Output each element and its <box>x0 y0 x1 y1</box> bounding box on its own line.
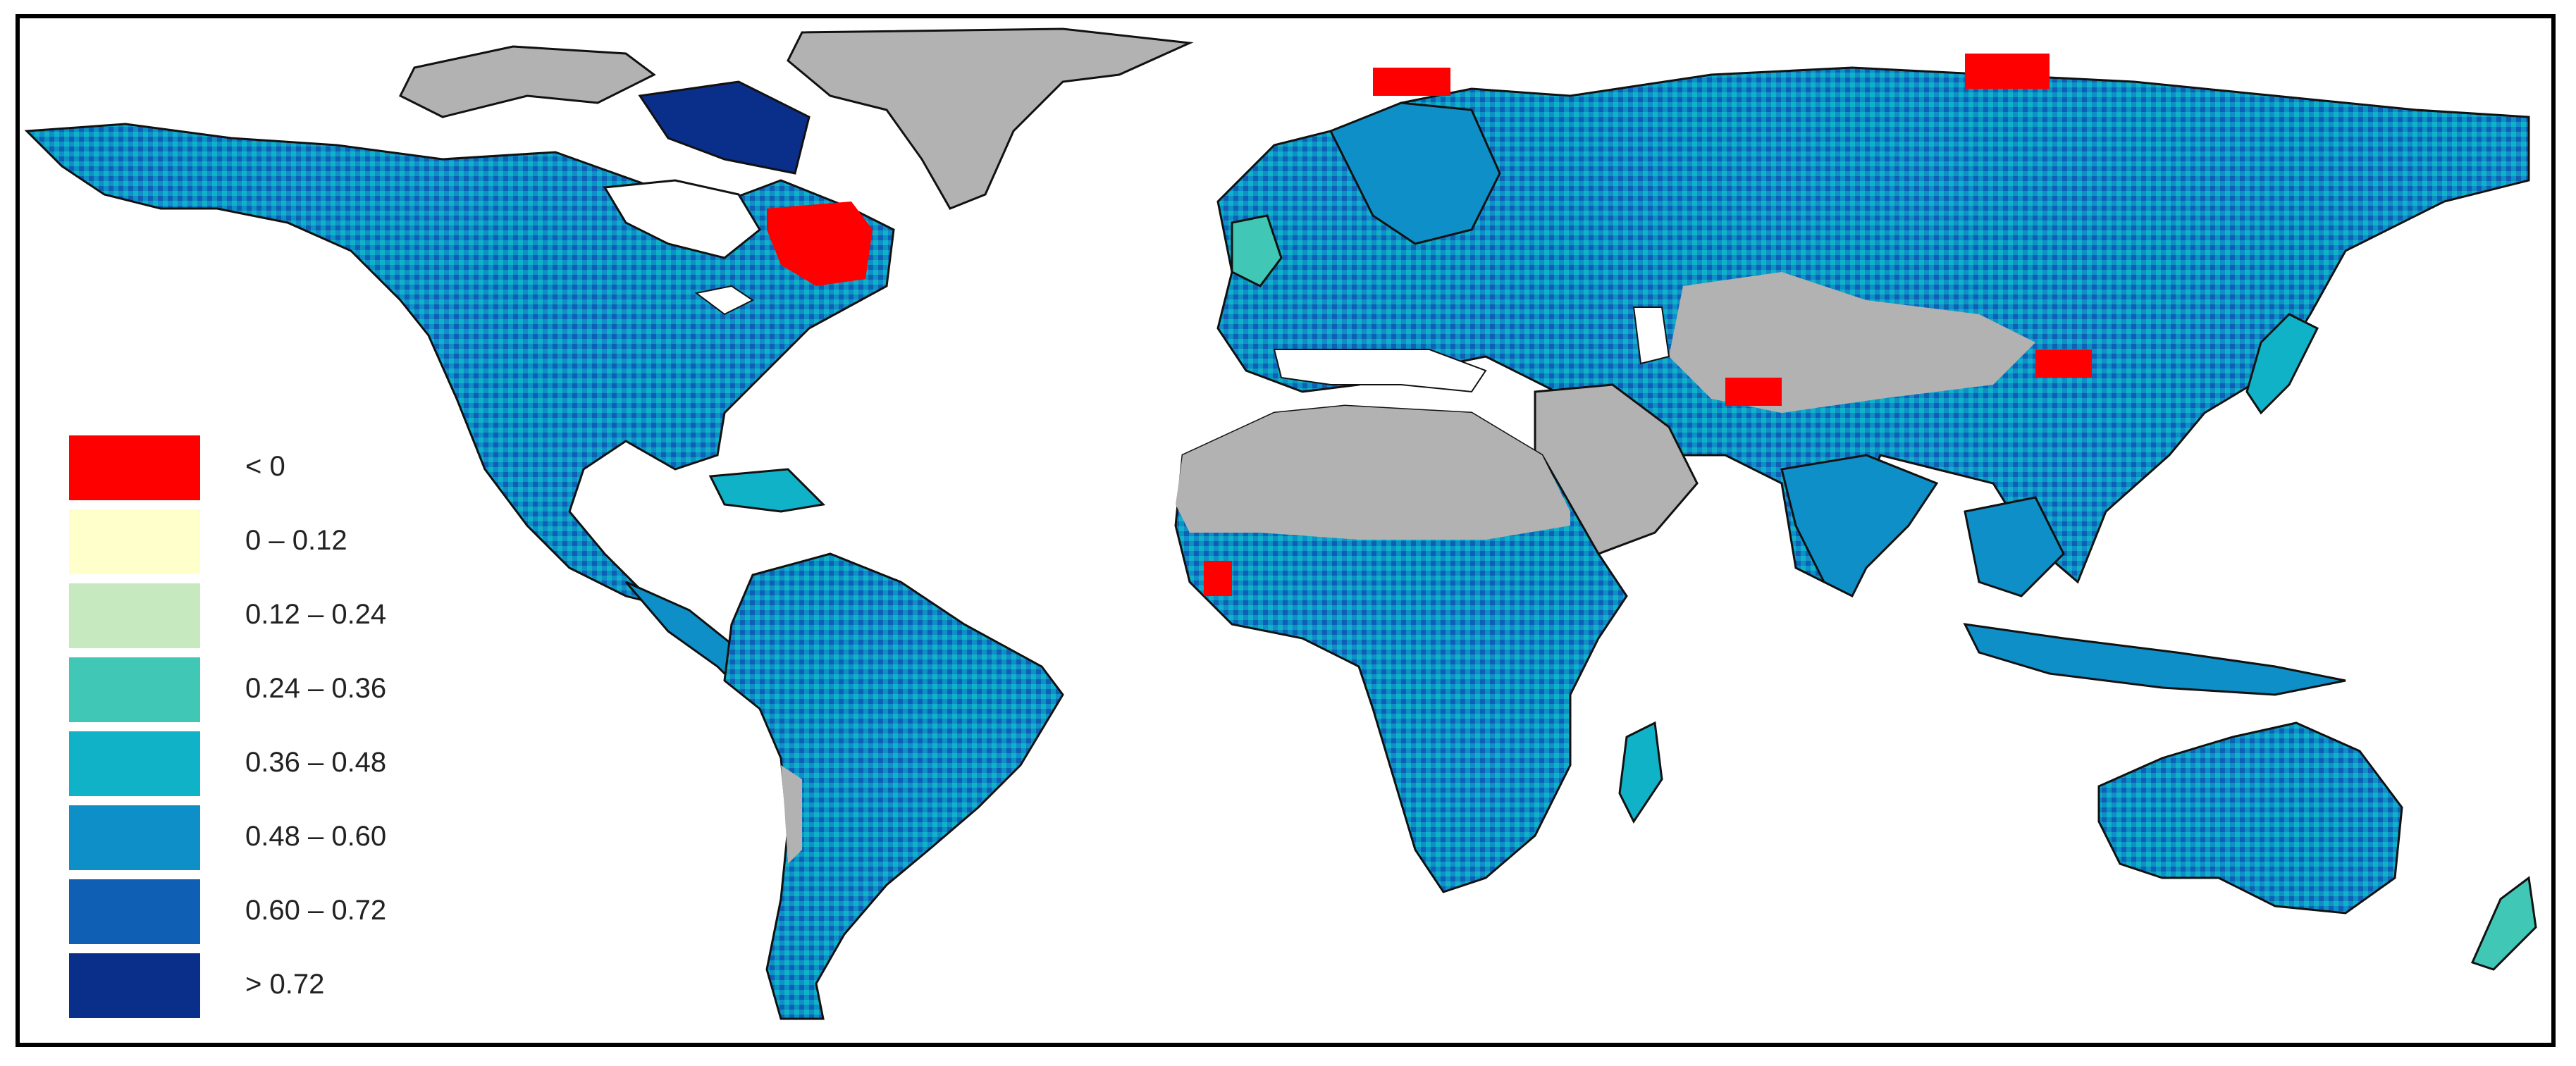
madagascar <box>1618 721 1663 824</box>
legend-item: > 0.72 <box>69 953 421 1020</box>
andes-nodata <box>781 765 802 864</box>
legend-swatch <box>69 509 200 574</box>
legend-swatch <box>69 435 200 500</box>
south-america <box>723 552 1064 1020</box>
legend-item: 0.24 – 0.36 <box>69 657 421 724</box>
tibet-negative-patch <box>1725 378 1782 406</box>
legend-item: 0.12 – 0.24 <box>69 583 421 650</box>
mongolia-negative-patch <box>2035 349 2092 378</box>
scandinavia <box>1329 101 1501 245</box>
legend-label: < 0 <box>245 451 285 482</box>
map-frame: < 0 0 – 0.12 0.12 – 0.24 0.24 – 0.36 0.3… <box>16 14 2556 1047</box>
legend-label: 0.12 – 0.24 <box>245 599 387 630</box>
quebec-negative-patch <box>767 202 873 286</box>
southeast-asia <box>1964 496 2065 597</box>
legend-swatch <box>69 953 200 1018</box>
legend-item: 0 – 0.12 <box>69 509 421 576</box>
legend-swatch <box>69 657 200 722</box>
mediterranean-sea <box>1273 349 1487 393</box>
legend-item: 0.60 – 0.72 <box>69 879 421 946</box>
world-map <box>24 27 2537 1020</box>
legend-label: > 0.72 <box>245 969 325 1000</box>
west-africa-negative-patch <box>1204 561 1232 596</box>
arctic-islands-nodata <box>398 45 656 118</box>
sahara-nodata <box>1176 406 1570 540</box>
legend-label: 0 – 0.12 <box>245 525 347 556</box>
caspian-sea <box>1632 306 1670 365</box>
legend-swatch <box>69 805 200 870</box>
caribbean-islands <box>708 468 826 513</box>
legend-label: 0.24 – 0.36 <box>245 673 387 704</box>
great-lakes <box>694 285 754 316</box>
legend-item: 0.36 – 0.48 <box>69 731 421 798</box>
greenland-nodata <box>787 27 1194 210</box>
legend-item: 0.48 – 0.60 <box>69 805 421 872</box>
australia <box>2097 721 2403 915</box>
legend-label: 0.60 – 0.72 <box>245 895 387 926</box>
legend-swatch <box>69 583 200 648</box>
legend-swatch <box>69 879 200 944</box>
legend-item: < 0 <box>69 435 421 502</box>
novaya-zemlya-negative-patch <box>1373 68 1450 96</box>
indonesia <box>1963 623 2346 696</box>
baffin-island <box>638 80 811 175</box>
legend-swatch <box>69 731 200 796</box>
legend-label: 0.48 – 0.60 <box>245 821 387 852</box>
hudson-bay <box>603 179 761 259</box>
siberia-negative-patch <box>1965 54 2050 89</box>
british-isles <box>1231 214 1283 287</box>
new-zealand <box>2470 876 2537 971</box>
india <box>1780 454 1939 598</box>
legend-label: 0.36 – 0.48 <box>245 747 387 778</box>
japan <box>2245 313 2319 415</box>
